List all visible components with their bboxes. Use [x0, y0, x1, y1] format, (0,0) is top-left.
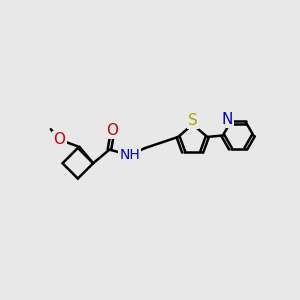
Text: NH: NH	[119, 148, 140, 162]
Text: S: S	[188, 113, 198, 128]
Text: O: O	[106, 123, 118, 138]
Text: O: O	[54, 132, 66, 147]
Text: N: N	[222, 112, 233, 127]
